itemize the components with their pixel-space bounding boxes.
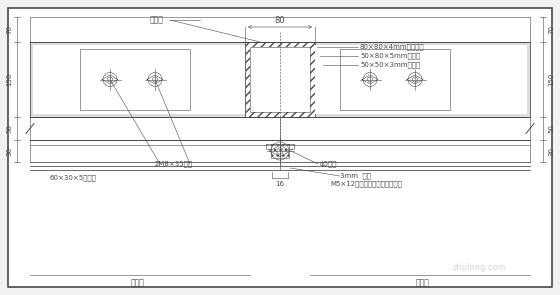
Text: 16: 16 (276, 181, 284, 187)
Text: 铝板计: 铝板计 (416, 278, 430, 287)
Text: 60×30×5矩管柱: 60×30×5矩管柱 (50, 175, 97, 181)
Text: 50: 50 (6, 124, 12, 133)
Text: 80: 80 (275, 16, 285, 25)
Text: 3mm  铝板: 3mm 铝板 (340, 173, 371, 179)
Text: 50×50×3mm铝角框: 50×50×3mm铝角框 (360, 62, 420, 68)
Text: M5×12不锈钢螺钉（沉头自攻）: M5×12不锈钢螺钉（沉头自攻） (330, 181, 402, 187)
Bar (315, 42, 530, 117)
Text: 70: 70 (548, 25, 554, 34)
Text: 30: 30 (6, 147, 12, 155)
Text: 150: 150 (548, 73, 554, 86)
Bar (245, 42, 315, 117)
Text: 30: 30 (548, 147, 554, 155)
Bar (340, 49, 450, 110)
Text: ϕ5钢销: ϕ5钢销 (320, 161, 338, 167)
Text: 80×80×4mm铝管框架: 80×80×4mm铝管框架 (360, 44, 424, 50)
Bar (33, 45, 245, 114)
Text: 150: 150 (6, 73, 12, 86)
Text: 结构柱: 结构柱 (150, 16, 164, 24)
Bar (30, 42, 245, 117)
Text: 铝板计: 铝板计 (130, 278, 144, 287)
Bar (245, 42, 315, 117)
Bar (266, 144, 294, 149)
Bar (80, 49, 190, 110)
Bar (245, 42, 315, 117)
Text: 50×80×5mm铝角框: 50×80×5mm铝角框 (360, 53, 420, 59)
Bar (250, 47, 310, 112)
Bar (250, 47, 310, 112)
Text: 50: 50 (548, 124, 554, 133)
Text: 70: 70 (6, 25, 12, 34)
Bar (271, 144, 289, 158)
Text: zhulong.com: zhulong.com (453, 263, 507, 271)
Bar (315, 45, 527, 114)
Text: 2M8×35螺丝: 2M8×35螺丝 (155, 161, 193, 167)
